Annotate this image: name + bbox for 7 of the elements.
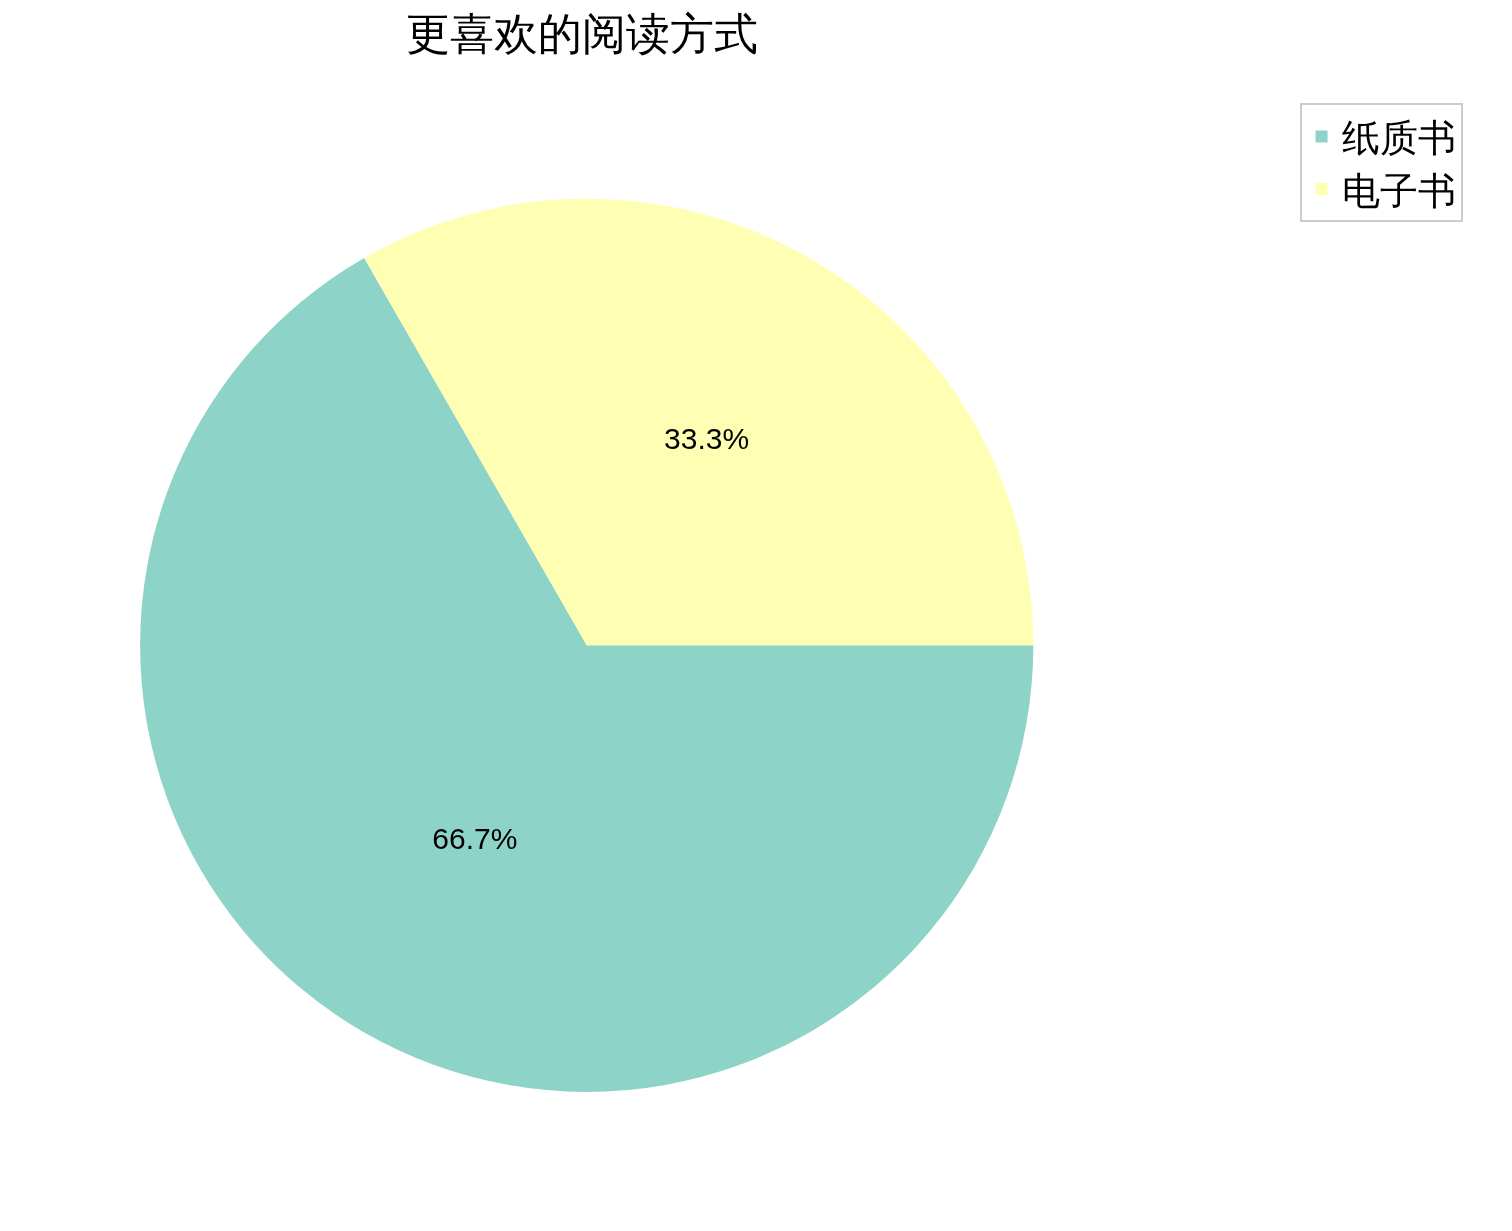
pie-slice [140, 258, 1034, 1092]
data-label: 33.3% [664, 421, 750, 455]
data-label: 66.7% [432, 822, 518, 856]
pie-slice [364, 198, 1034, 646]
legend-label: 纸质书 [1341, 117, 1456, 160]
legend-label: 电子书 [1341, 169, 1456, 212]
chart-title: 更喜欢的阅读方式 [406, 9, 759, 59]
